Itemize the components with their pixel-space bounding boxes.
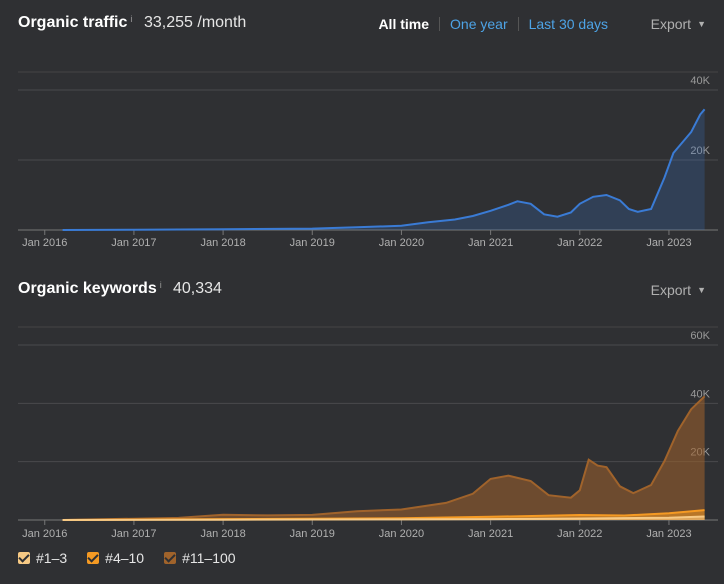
x-tick-label: Jan 2021 [468, 528, 513, 540]
x-tick-label: Jan 2018 [200, 237, 245, 249]
x-tick-label: Jan 2023 [646, 528, 691, 540]
x-tick-label: Jan 2023 [646, 237, 691, 249]
series-line [62, 515, 705, 521]
keywords-title-text: Organic keywords [18, 280, 157, 297]
traffic-value: 33,255 /month [144, 14, 247, 31]
x-tick-label: Jan 2019 [290, 237, 335, 249]
traffic-title: Organic traffic i [18, 14, 132, 32]
keywords-export-button[interactable]: Export ▼ [651, 282, 706, 298]
y-tick-label: 20K [690, 145, 710, 157]
caret-down-icon: ▼ [697, 19, 706, 29]
info-icon[interactable]: i [159, 280, 162, 290]
export-label: Export [650, 16, 692, 32]
time-range-tabs: All time One year Last 30 days [368, 16, 618, 32]
y-tick-label: 60K [690, 330, 710, 342]
checkbox-icon[interactable] [87, 552, 100, 564]
traffic-export-button[interactable]: Export ▼ [651, 16, 706, 32]
legend-item-top10[interactable]: #4–10 [87, 550, 144, 566]
x-tick-label: Jan 2019 [290, 528, 335, 540]
legend-item-top100[interactable]: #11–100 [164, 550, 236, 566]
tab-last-30-days[interactable]: Last 30 days [528, 16, 608, 32]
traffic-title-text: Organic traffic [18, 14, 128, 31]
x-tick-label: Jan 2016 [22, 237, 67, 249]
export-label: Export [650, 282, 692, 298]
legend-label: #11–100 [182, 550, 236, 566]
traffic-chart[interactable]: 20K 40K Jan 2016 Jan 2017 Jan 2018 Jan 2019 Ja… [0, 40, 724, 250]
x-tick-label: Jan 2022 [557, 237, 602, 249]
checkbox-icon[interactable] [164, 552, 177, 564]
legend-label: #4–10 [105, 550, 145, 566]
x-tick-label: Jan 2017 [111, 237, 156, 249]
series-area [62, 109, 705, 230]
y-tick-label: 40K [690, 388, 710, 400]
keywords-value: 40,334 [173, 280, 222, 297]
keywords-legend: #1–3 #4–10 #11–100 [18, 550, 236, 566]
series-area [62, 396, 705, 520]
series-area [62, 510, 705, 520]
x-tick-label: Jan 2018 [200, 528, 245, 540]
checkbox-icon[interactable] [18, 552, 30, 564]
legend-label: #1–3 [36, 550, 68, 566]
tab-one-year[interactable]: One year [450, 16, 508, 32]
traffic-header: Organic traffic i 33,255 /month All time … [0, 14, 724, 44]
caret-down-icon: ▼ [697, 285, 706, 295]
legend-item-top3[interactable]: #1–3 [18, 550, 67, 566]
tab-divider [439, 17, 441, 31]
keywords-title: Organic keywords i [18, 280, 162, 298]
x-tick-label: Jan 2020 [379, 237, 424, 249]
x-tick-label: Jan 2022 [557, 528, 602, 540]
y-tick-label: 40K [690, 75, 710, 87]
series-line [62, 108, 706, 231]
tab-divider [517, 17, 519, 31]
series-line [62, 395, 706, 521]
tab-all-time[interactable]: All time [378, 16, 430, 32]
x-tick-label: Jan 2016 [22, 528, 67, 540]
keywords-header: Organic keywords i 40,334 Export ▼ [0, 280, 724, 310]
x-tick-label: Jan 2020 [379, 528, 424, 540]
x-tick-label: Jan 2017 [111, 528, 156, 540]
x-tick-label: Jan 2021 [468, 237, 513, 249]
info-icon[interactable]: i [130, 14, 133, 24]
